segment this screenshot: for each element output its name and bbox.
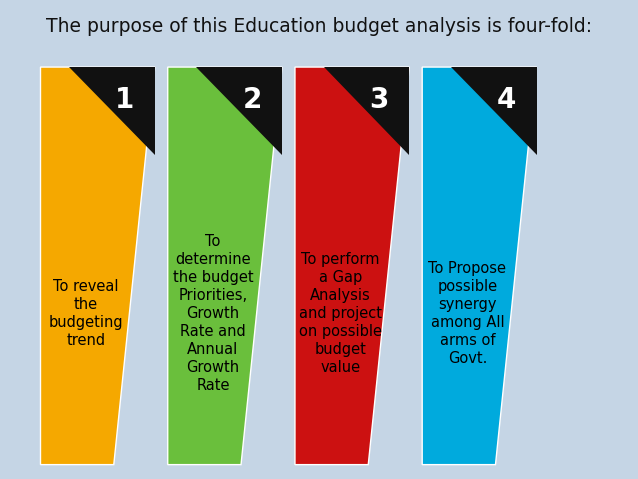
Text: 2: 2 xyxy=(242,86,262,114)
Text: To reveal
the
budgeting
trend: To reveal the budgeting trend xyxy=(48,279,123,348)
Polygon shape xyxy=(197,67,282,155)
Polygon shape xyxy=(451,67,537,155)
Text: To
determine
the budget
Priorities,
Growth
Rate and
Annual
Growth
Rate: To determine the budget Priorities, Grow… xyxy=(173,234,253,393)
Polygon shape xyxy=(69,67,155,155)
Polygon shape xyxy=(40,67,155,465)
Text: To perform
a Gap
Analysis
and project
on possible
budget
value: To perform a Gap Analysis and project on… xyxy=(299,252,382,375)
Polygon shape xyxy=(295,67,410,465)
Polygon shape xyxy=(422,67,537,465)
Polygon shape xyxy=(323,67,410,155)
Text: 3: 3 xyxy=(369,86,389,114)
Polygon shape xyxy=(168,67,282,465)
Text: To Propose
possible
synergy
among All
arms of
Govt.: To Propose possible synergy among All ar… xyxy=(429,261,507,366)
Text: 1: 1 xyxy=(115,86,135,114)
Text: 4: 4 xyxy=(497,86,516,114)
Text: The purpose of this Education budget analysis is four-fold:: The purpose of this Education budget ana… xyxy=(46,17,592,36)
